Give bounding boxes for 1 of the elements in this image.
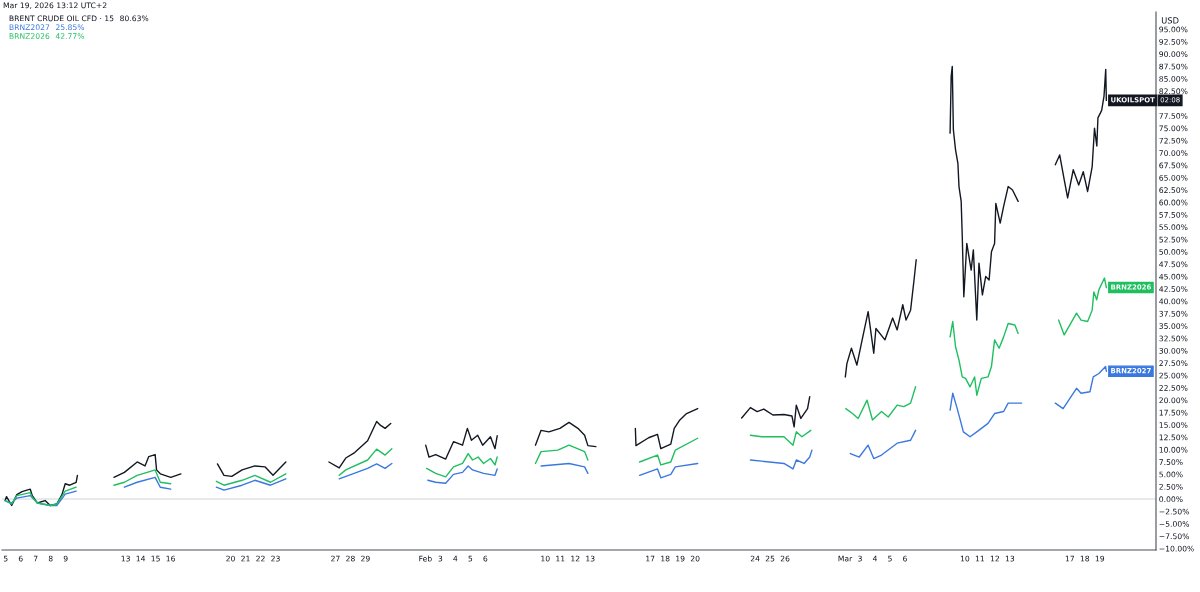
y-axis-title: USD: [1161, 17, 1179, 24]
